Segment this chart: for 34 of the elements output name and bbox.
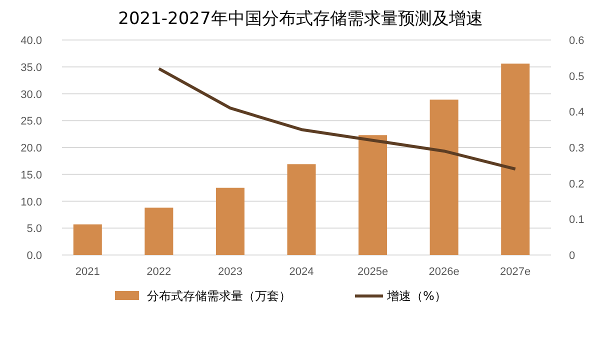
y2-tick-label: 0.5: [569, 70, 584, 83]
y2-tick-label: 0.4: [569, 106, 584, 119]
y-tick-label: 0.0: [26, 250, 42, 262]
x-tick-label: 2022: [146, 266, 172, 278]
line-series: [157, 67, 517, 170]
legend-label: 分布式存储需求量（万套）: [147, 289, 291, 303]
bar: [144, 208, 174, 255]
bar: [216, 188, 244, 255]
y-tick-label: 10.0: [20, 196, 42, 208]
bar: [358, 135, 388, 255]
x-tick-label: 2023: [218, 266, 242, 278]
x-tick-label: 2021: [75, 266, 100, 278]
x-tick-label: 2025e: [357, 266, 388, 278]
x-tick-label: 2027e: [500, 266, 531, 278]
y-tick-label: 35.0: [20, 62, 42, 74]
bar: [501, 64, 530, 255]
y2-tick-label: 0.2: [569, 178, 584, 190]
y-tick-label: 20.0: [20, 142, 42, 154]
x-tick-label: 2026e: [428, 266, 460, 278]
y2-tick-label: 0.6: [569, 35, 584, 47]
x-tick-label: 2024: [289, 266, 314, 278]
chart-title: 2021-2027年中国分布式存储需求量预测及增速: [118, 9, 483, 29]
legend-label: 增速（%）: [386, 289, 446, 303]
y-tick-label: 5.0: [26, 223, 42, 236]
y-tick-label: 15.0: [20, 169, 42, 182]
bar: [430, 100, 458, 255]
bar: [287, 164, 316, 255]
y2-tick-label: 0.1: [569, 214, 584, 226]
y-tick-label: 30.0: [20, 88, 42, 101]
y2-tick-label: 0: [569, 250, 576, 262]
bar: [73, 224, 102, 255]
y-tick-label: 40.0: [20, 35, 42, 47]
y2-tick-label: 0.3: [569, 142, 584, 154]
y-tick-label: 25.0: [20, 116, 42, 128]
